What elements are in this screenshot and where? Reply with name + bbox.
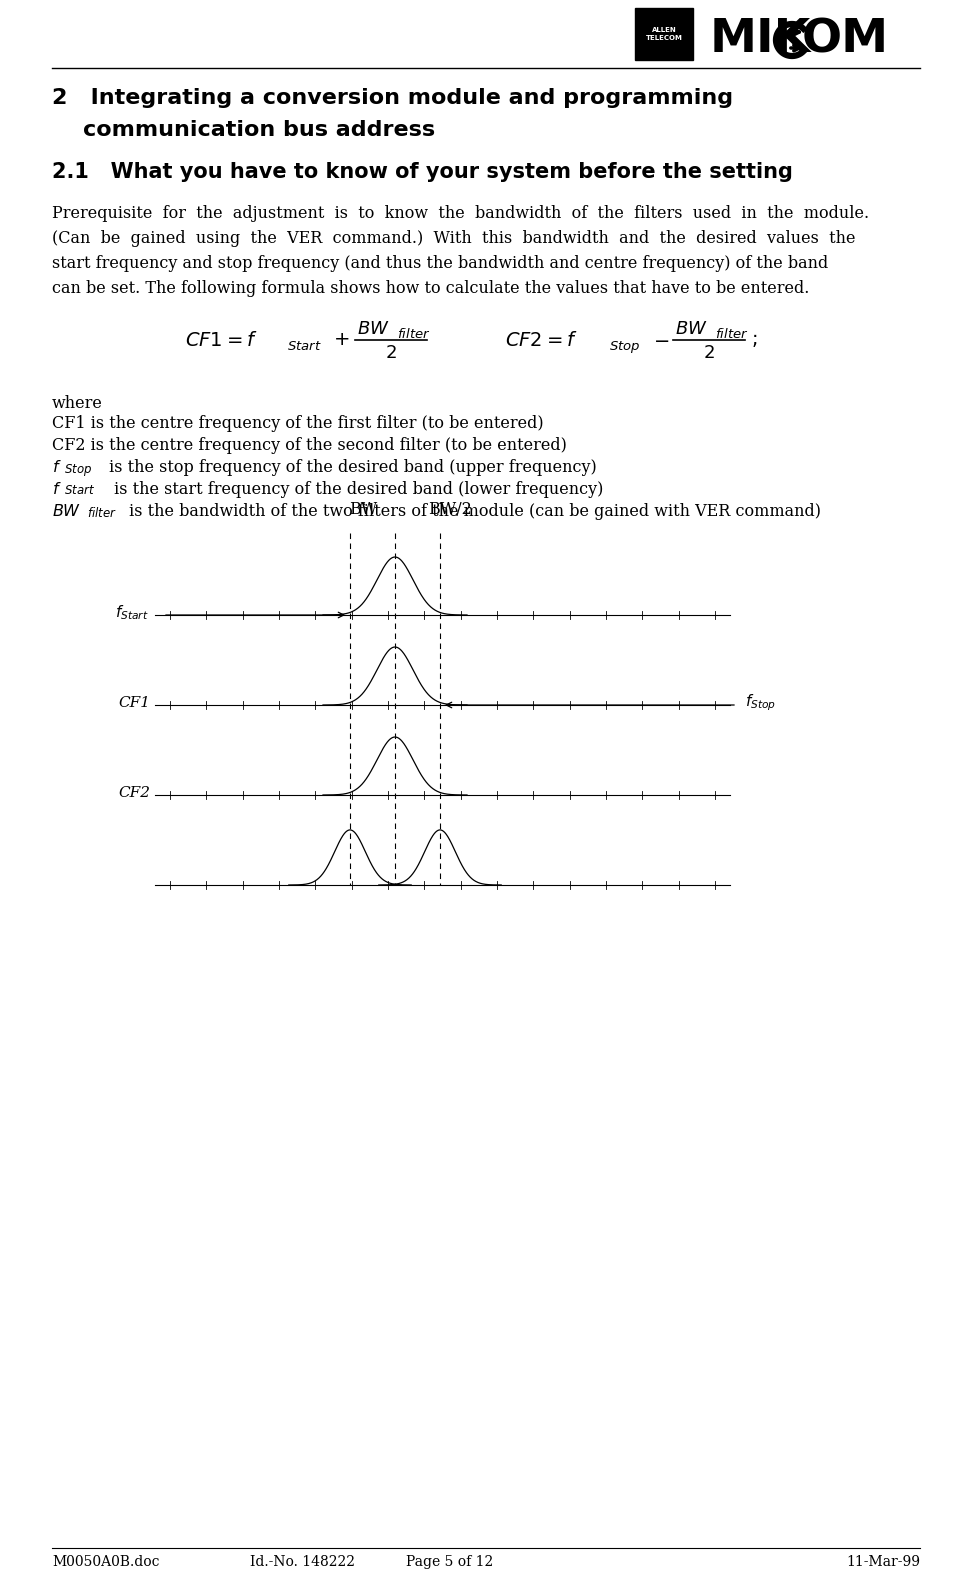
Text: ALLEN
TELECOM: ALLEN TELECOM bbox=[645, 27, 683, 41]
Text: $\mathit{filter}$: $\mathit{filter}$ bbox=[87, 506, 117, 520]
Text: is the bandwidth of the two filters of the module (can be gained with VER comman: is the bandwidth of the two filters of t… bbox=[124, 503, 821, 520]
Text: 2   Integrating a conversion module and programming: 2 Integrating a conversion module and pr… bbox=[52, 89, 733, 108]
Text: $\mathit{f}_{\mathit{Stop}}$: $\mathit{f}_{\mathit{Stop}}$ bbox=[745, 692, 776, 713]
Text: $2$: $2$ bbox=[703, 345, 715, 362]
Text: communication bus address: communication bus address bbox=[52, 120, 435, 141]
Text: CF2 is the centre frequency of the second filter (to be entered): CF2 is the centre frequency of the secon… bbox=[52, 436, 566, 454]
Text: where: where bbox=[52, 395, 103, 413]
Text: CF2: CF2 bbox=[118, 786, 150, 800]
Text: start frequency and stop frequency (and thus the bandwidth and centre frequency): start frequency and stop frequency (and … bbox=[52, 255, 828, 272]
Text: Prerequisite  for  the  adjustment  is  to  know  the  bandwidth  of  the  filte: Prerequisite for the adjustment is to kn… bbox=[52, 206, 869, 221]
Text: Page 5 of 12: Page 5 of 12 bbox=[406, 1556, 493, 1568]
Text: (Can  be  gained  using  the  VER  command.)  With  this  bandwidth  and  the  d: (Can be gained using the VER command.) W… bbox=[52, 229, 855, 247]
Text: $\mathit{Stop}$: $\mathit{Stop}$ bbox=[64, 462, 92, 477]
Text: $\mathit{Stop}$: $\mathit{Stop}$ bbox=[609, 338, 640, 356]
Text: Id.-No. 148222: Id.-No. 148222 bbox=[250, 1556, 355, 1568]
Text: $\mathit{filter}$: $\mathit{filter}$ bbox=[397, 327, 430, 341]
Text: M0050A0B.doc: M0050A0B.doc bbox=[52, 1556, 159, 1568]
Text: $\mathit{BW}$: $\mathit{BW}$ bbox=[675, 319, 708, 338]
Text: BW/2: BW/2 bbox=[428, 501, 472, 519]
Text: $\mathit{BW}$: $\mathit{BW}$ bbox=[52, 503, 82, 520]
Text: OM: OM bbox=[802, 17, 889, 63]
Text: $\mathit{BW}$: $\mathit{BW}$ bbox=[357, 319, 390, 338]
Text: $;$: $;$ bbox=[751, 330, 757, 349]
Text: $\mathit{filter}$: $\mathit{filter}$ bbox=[715, 327, 749, 341]
Text: can be set. The following formula shows how to calculate the values that have to: can be set. The following formula shows … bbox=[52, 280, 809, 297]
Text: $\mathit{f}$: $\mathit{f}$ bbox=[52, 458, 61, 476]
Text: $\mathit{Start}$: $\mathit{Start}$ bbox=[287, 340, 322, 354]
Text: is the start frequency of the desired band (lower frequency): is the start frequency of the desired ba… bbox=[109, 481, 604, 498]
Text: $\mathit{CF}2 = \mathit{f}$: $\mathit{CF}2 = \mathit{f}$ bbox=[505, 330, 578, 349]
Text: $\mathit{f}_{\mathit{Start}}$: $\mathit{f}_{\mathit{Start}}$ bbox=[115, 604, 149, 623]
Text: $2$: $2$ bbox=[385, 345, 396, 362]
Text: $\mathit{CF}1 = \mathit{f}$: $\mathit{CF}1 = \mathit{f}$ bbox=[185, 330, 257, 349]
Text: CF1 is the centre frequency of the first filter (to be entered): CF1 is the centre frequency of the first… bbox=[52, 414, 543, 432]
Text: CF1: CF1 bbox=[118, 696, 150, 710]
Text: $-$: $-$ bbox=[653, 330, 669, 349]
Text: 2.1   What you have to know of your system before the setting: 2.1 What you have to know of your system… bbox=[52, 161, 793, 182]
Text: MIK: MIK bbox=[710, 17, 811, 63]
Text: $\mathit{Start}$: $\mathit{Start}$ bbox=[64, 484, 95, 496]
Text: BW: BW bbox=[348, 501, 377, 519]
Text: is the stop frequency of the desired band (upper frequency): is the stop frequency of the desired ban… bbox=[104, 458, 597, 476]
Text: $\mathit{f}$: $\mathit{f}$ bbox=[52, 481, 61, 498]
Bar bbox=[635, 8, 693, 60]
Text: $+$: $+$ bbox=[333, 330, 349, 349]
Text: 11-Mar-99: 11-Mar-99 bbox=[846, 1556, 920, 1568]
